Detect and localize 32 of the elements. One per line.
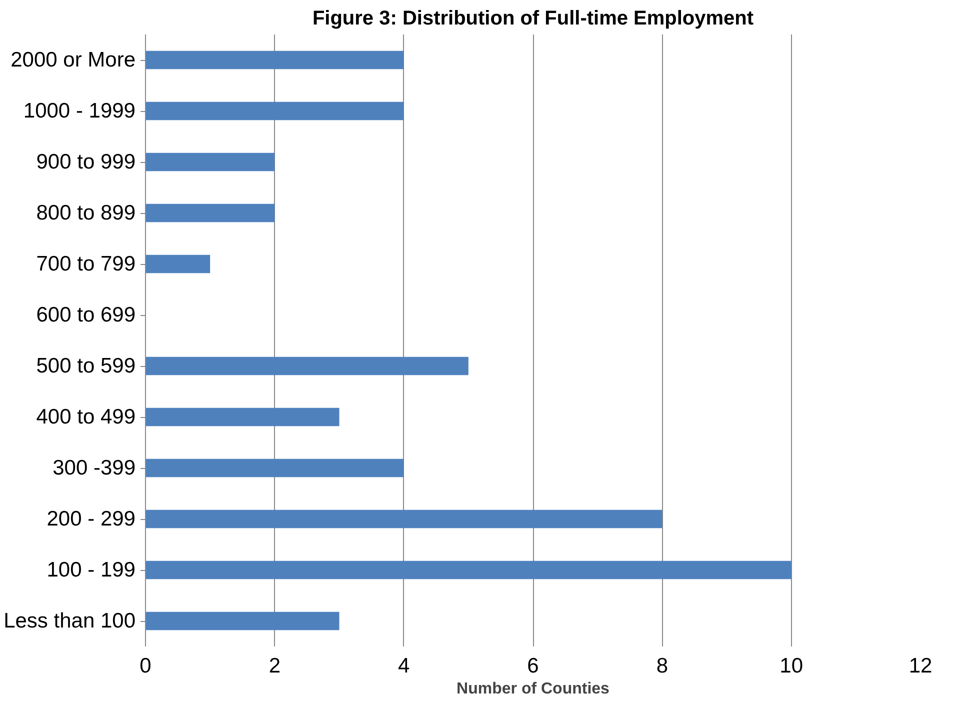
x-tick-label: 8 (656, 654, 668, 678)
y-tick-label: 500 to 599 (36, 354, 136, 378)
bar (146, 458, 404, 478)
y-tick-label: 600 to 699 (36, 304, 136, 326)
x-tick-label: 4 (398, 654, 410, 678)
bar (146, 560, 792, 580)
x-axis-title: Number of Counties (456, 680, 610, 698)
y-tick-label: 300 -399 (52, 456, 136, 480)
bar (146, 102, 404, 120)
x-tick-label: 12 (908, 654, 932, 678)
bar (146, 254, 210, 274)
bar (146, 50, 404, 70)
bar (146, 408, 340, 426)
y-tick-label: Less than 100 (4, 610, 136, 632)
y-tick-label: 800 to 899 (36, 202, 136, 224)
y-tick-label: 700 to 799 (36, 252, 136, 276)
x-tick-label: 2 (268, 654, 281, 678)
x-tick-label: 0 (140, 654, 152, 678)
y-tick-label: 400 to 499 (36, 406, 136, 428)
bar (146, 204, 275, 222)
chart-title: Figure 3: Distribution of Full-time Employment (312, 8, 754, 30)
x-tick-label: 6 (527, 654, 539, 678)
bar (146, 510, 662, 528)
bar (146, 612, 340, 630)
bar (146, 356, 468, 376)
x-tick-label: 10 (780, 654, 804, 678)
y-tick-label: 100 - 199 (46, 558, 136, 582)
y-tick-label: 1000 - 1999 (23, 100, 136, 122)
y-tick-label: 900 to 999 (36, 150, 136, 174)
y-tick-label: 200 - 299 (46, 508, 136, 530)
bar (146, 152, 275, 172)
y-tick-label: 2000 or More (10, 48, 136, 72)
